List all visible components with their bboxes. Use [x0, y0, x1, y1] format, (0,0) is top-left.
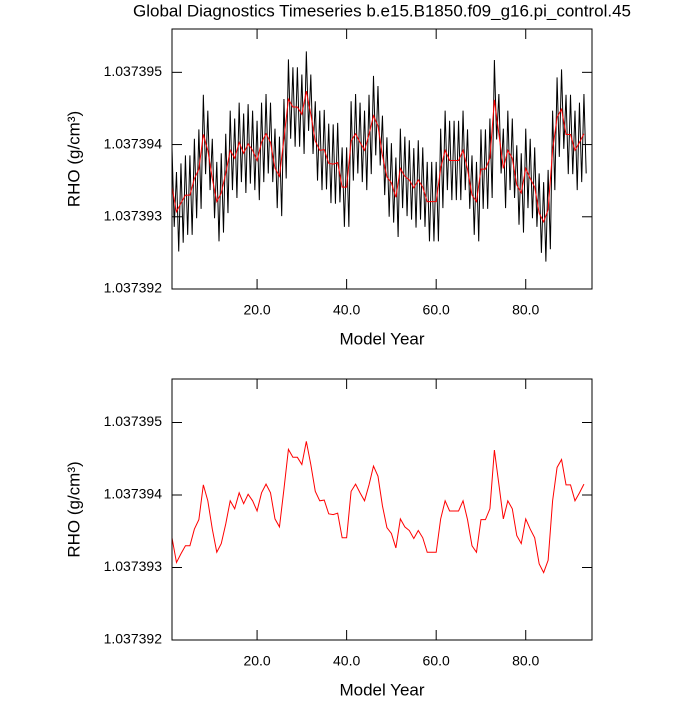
y-tick-label: 1.037392 — [104, 631, 163, 647]
data-line — [171, 91, 585, 224]
x-axis-label: Model Year — [339, 329, 424, 348]
data-line — [171, 51, 587, 262]
x-tick-label: 60.0 — [423, 653, 450, 669]
y-tick-label: 1.037394 — [104, 486, 163, 502]
x-tick-label: 80.0 — [512, 302, 539, 318]
x-tick-label: 40.0 — [333, 653, 360, 669]
data-line — [171, 441, 585, 574]
chart-title: Global Diagnostics Timeseries b.e15.B185… — [133, 1, 631, 20]
y-tick-label: 1.037393 — [104, 207, 163, 223]
y-tick-label: 1.037395 — [104, 63, 163, 79]
x-tick-label: 40.0 — [333, 302, 360, 318]
y-axis-label: RHO (g/cm³) — [64, 461, 83, 557]
plot-frame — [171, 28, 593, 290]
y-tick-label: 1.037394 — [104, 135, 163, 151]
x-tick-label: 80.0 — [512, 653, 539, 669]
x-tick-label: 20.0 — [243, 302, 270, 318]
x-tick-label: 60.0 — [423, 302, 450, 318]
plot-frame — [171, 378, 593, 641]
y-tick-label: 1.037392 — [104, 280, 163, 296]
x-axis-label: Model Year — [339, 680, 424, 699]
x-tick-label: 20.0 — [243, 653, 270, 669]
y-axis-label: RHO (g/cm³) — [64, 111, 83, 207]
y-tick-label: 1.037395 — [104, 413, 163, 429]
y-tick-label: 1.037393 — [104, 558, 163, 574]
